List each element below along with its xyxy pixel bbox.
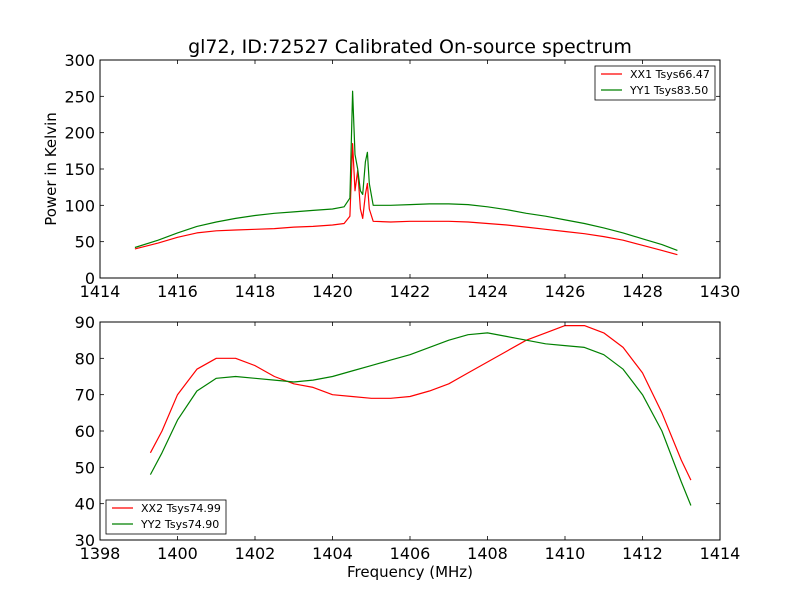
bottom-legend: XX2 Tsys74.99 YY2 Tsys74.90 bbox=[105, 499, 227, 535]
top-series-layer bbox=[134, 90, 678, 256]
top-x-tick-label: 1424 bbox=[467, 282, 508, 301]
bottom-x-tick-label: 1408 bbox=[467, 544, 508, 563]
top-legend-label-yy1: YY1 Tsys83.50 bbox=[629, 84, 708, 97]
top-y-tick-label: 50 bbox=[75, 233, 95, 252]
top-legend-label-xx1: XX1 Tsys66.47 bbox=[630, 68, 710, 81]
top-panel: 1414 1416 1418 1420 1422 1424 1426 1428 1430 0 50 1… bbox=[42, 51, 740, 301]
bottom-x-axis-label: Frequency (MHz) bbox=[347, 563, 473, 581]
bottom-x-tick-label: 1410 bbox=[545, 544, 586, 563]
bottom-y-tick-label: 40 bbox=[75, 495, 95, 514]
top-y-axis-label: Power in Kelvin bbox=[42, 112, 60, 226]
top-legend-box bbox=[594, 65, 716, 101]
bottom-y-tick-label: 60 bbox=[75, 422, 95, 441]
top-y-tick-label: 250 bbox=[64, 87, 95, 106]
bottom-x-tick-label: 1400 bbox=[157, 544, 198, 563]
top-y-tick-label: 300 bbox=[64, 51, 95, 70]
top-x-tick-label: 1422 bbox=[390, 282, 431, 301]
top-x-tick-label: 1426 bbox=[545, 282, 586, 301]
bottom-ticks-layer: 1398 1400 1402 1404 1406 1408 1410 1412 1414 30 40… bbox=[75, 313, 741, 563]
bottom-y-tick-label: 90 bbox=[75, 313, 95, 332]
bottom-series-line-xx2 bbox=[149, 325, 692, 481]
top-x-tick-label: 1428 bbox=[622, 282, 663, 301]
top-y-tick-label: 0 bbox=[85, 269, 95, 288]
top-x-tick-label: 1420 bbox=[312, 282, 353, 301]
bottom-series-line-yy2 bbox=[149, 332, 692, 506]
top-ticks-layer: 1414 1416 1418 1420 1422 1424 1426 1428 1430 0 50 1… bbox=[64, 51, 740, 301]
top-series-line-xx1 bbox=[134, 143, 678, 256]
bottom-x-tick-label: 1404 bbox=[312, 544, 353, 563]
bottom-x-tick-label: 1406 bbox=[390, 544, 431, 563]
top-x-tick-label: 1430 bbox=[700, 282, 741, 301]
bottom-legend-label-xx2: XX2 Tsys74.99 bbox=[141, 502, 221, 515]
bottom-x-tick-label: 1398 bbox=[80, 544, 121, 563]
bottom-y-tick-label: 80 bbox=[75, 349, 95, 368]
bottom-y-tick-label: 30 bbox=[75, 531, 95, 550]
bottom-x-tick-label: 1414 bbox=[700, 544, 741, 563]
top-y-tick-label: 200 bbox=[64, 124, 95, 143]
chart-title: gl72, ID:72527 Calibrated On-source spec… bbox=[188, 36, 632, 58]
top-y-tick-label: 150 bbox=[64, 160, 95, 179]
top-y-tick-label: 100 bbox=[64, 196, 95, 215]
bottom-series-layer bbox=[149, 325, 692, 506]
top-x-tick-label: 1414 bbox=[80, 282, 121, 301]
bottom-x-tick-label: 1412 bbox=[622, 544, 663, 563]
top-legend: XX1 Tsys66.47 YY1 Tsys83.50 bbox=[594, 65, 716, 101]
top-x-tick-label: 1418 bbox=[235, 282, 276, 301]
top-series-line-yy1 bbox=[134, 90, 678, 251]
bottom-panel: 1398 1400 1402 1404 1406 1408 1410 1412 1414 30 40… bbox=[75, 313, 741, 581]
bottom-y-tick-label: 70 bbox=[75, 386, 95, 405]
bottom-x-tick-label: 1402 bbox=[235, 544, 276, 563]
bottom-legend-box bbox=[105, 499, 227, 535]
top-x-tick-label: 1416 bbox=[157, 282, 198, 301]
bottom-y-tick-label: 50 bbox=[75, 458, 95, 477]
bottom-legend-label-yy2: YY2 Tsys74.90 bbox=[140, 518, 219, 531]
